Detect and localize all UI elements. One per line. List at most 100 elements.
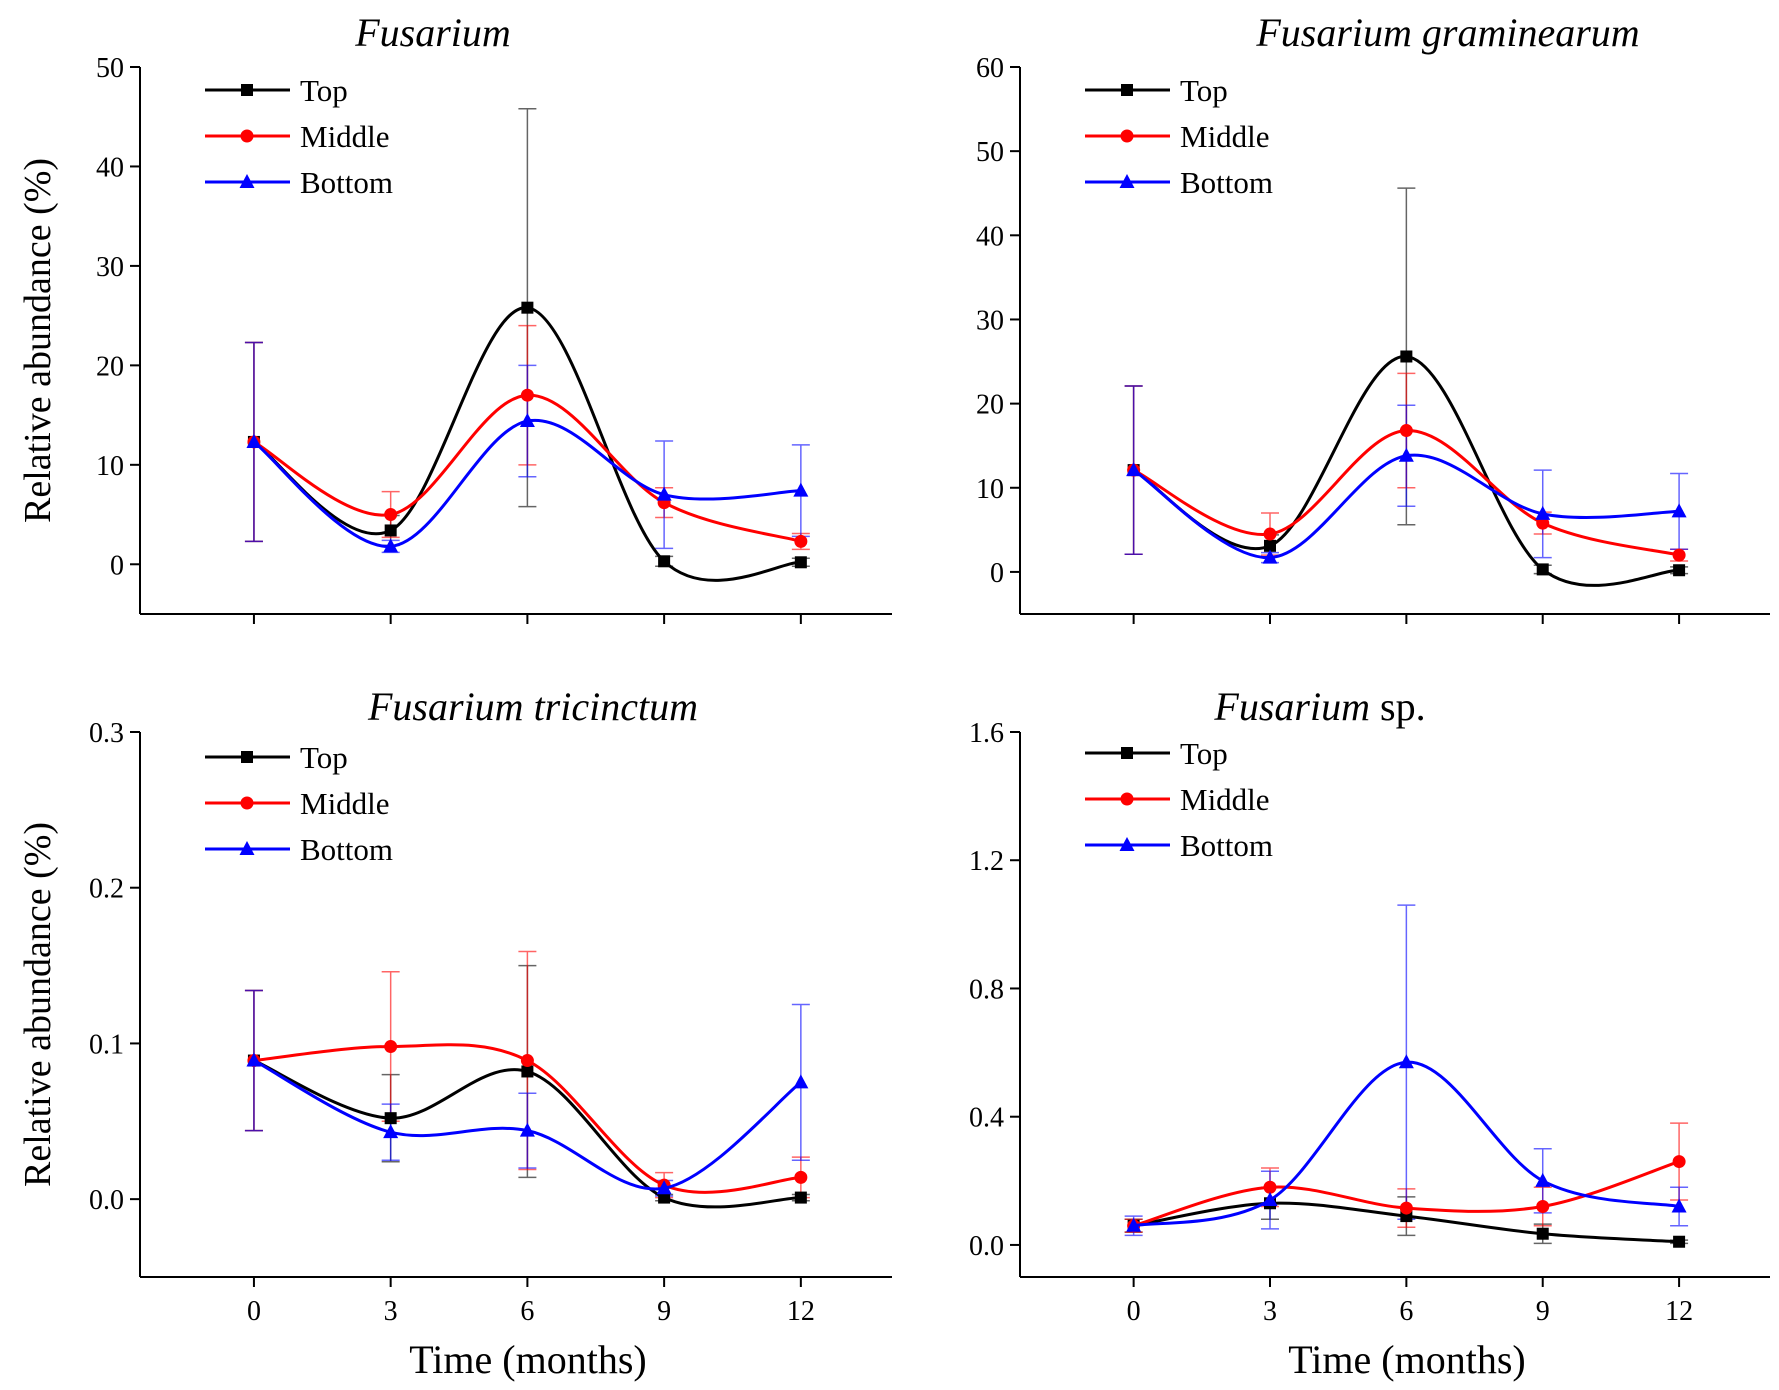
legend-marker xyxy=(1121,747,1133,759)
y-tick-label: 0.4 xyxy=(969,1103,1004,1134)
legend-item-bottom: Bottom xyxy=(205,832,393,867)
y-tick-label: 0 xyxy=(990,558,1004,589)
data-point-bottom xyxy=(1126,462,1142,477)
legend-label: Bottom xyxy=(1180,828,1273,863)
y-tick-label: 20 xyxy=(976,390,1004,421)
y-tick-label: 0.3 xyxy=(89,718,124,749)
data-point-bottom xyxy=(1262,1192,1278,1207)
chart-panel-fusarium: 0 10 20 30 40 50 Relative abundance (%) Fusariu… xyxy=(17,10,892,624)
data-point-top xyxy=(384,524,397,537)
legend-label: Top xyxy=(300,73,348,108)
legend-label: Top xyxy=(1180,736,1228,771)
y-tick-label: 0.1 xyxy=(89,1029,124,1060)
legend-item-top: Top xyxy=(1085,736,1228,771)
legend-item-middle: Middle xyxy=(1085,782,1270,817)
data-point-bottom xyxy=(1535,1172,1551,1187)
data-point-middle xyxy=(794,534,808,548)
data-point-top xyxy=(1536,563,1549,576)
x-tick-label: 3 xyxy=(384,1296,398,1327)
data-point-bottom xyxy=(519,1122,535,1137)
chart-title-italic: Fusarium xyxy=(1213,684,1370,729)
data-point-bottom xyxy=(793,1074,809,1089)
y-tick-label: 50 xyxy=(976,137,1004,168)
y-tick-label: 50 xyxy=(96,53,124,84)
data-point-bottom xyxy=(656,1180,672,1195)
legend-label: Middle xyxy=(300,786,390,821)
legend-item-middle: Middle xyxy=(205,786,390,821)
legend-marker xyxy=(1119,174,1135,188)
data-point-top xyxy=(794,1191,807,1204)
y-tick-label: 1.2 xyxy=(969,846,1004,877)
legend-marker xyxy=(1121,84,1133,96)
y-axis-title: Relative abundance (%) xyxy=(17,822,59,1187)
legend-item-bottom: Bottom xyxy=(205,165,393,200)
data-point-bottom xyxy=(1262,549,1278,564)
y-tick-label: 60 xyxy=(976,53,1004,84)
x-tick-label: 9 xyxy=(657,1296,671,1327)
data-point-bottom xyxy=(1126,1217,1142,1232)
data-point-bottom xyxy=(1398,447,1414,462)
x-tick-label: 12 xyxy=(787,1296,815,1327)
y-tick-label: 10 xyxy=(976,474,1004,505)
y-tick-label: 20 xyxy=(96,351,124,382)
data-point-middle xyxy=(1263,1180,1277,1194)
chart-title-italic: Fusarium xyxy=(354,10,511,55)
data-point-middle xyxy=(1672,1155,1686,1169)
legend-item-top: Top xyxy=(205,73,348,108)
y-tick-label: 10 xyxy=(96,451,124,482)
y-tick-label: 0.0 xyxy=(89,1185,124,1216)
data-point-top xyxy=(1536,1227,1549,1240)
chart-title: Fusarium xyxy=(354,10,511,55)
y-tick-label: 0.0 xyxy=(969,1231,1004,1262)
legend-marker xyxy=(239,174,255,188)
x-tick-label: 6 xyxy=(1399,1296,1413,1327)
legend-label: Bottom xyxy=(300,165,393,200)
x-tick-label: 12 xyxy=(1665,1296,1693,1327)
legend-item-middle: Middle xyxy=(1085,119,1270,154)
x-tick-label: 3 xyxy=(1263,1296,1277,1327)
legend-label: Bottom xyxy=(300,832,393,867)
x-axis-title: Time (months) xyxy=(409,1337,646,1382)
y-axis-title: Relative abundance (%) xyxy=(17,158,59,523)
chart-panel-fusarium-tricinctum: 0.0 0.1 0.2 0.3 0 3 6 9 12 Relative abundance (%)… xyxy=(17,684,892,1382)
data-point-top xyxy=(658,555,671,568)
chart-title-suffix: sp. xyxy=(1370,684,1426,729)
y-tick-label: 30 xyxy=(96,252,124,283)
legend-label: Top xyxy=(300,740,348,775)
data-point-top xyxy=(384,1112,397,1125)
data-point-middle xyxy=(1672,548,1686,562)
legend-item-middle: Middle xyxy=(205,119,390,154)
data-point-top xyxy=(1673,1235,1686,1248)
data-point-bottom xyxy=(1671,1198,1687,1213)
data-point-bottom xyxy=(1671,503,1687,518)
chart-panel-fusarium-sp: 0.0 0.4 0.8 1.2 1.6 0 3 6 9 12 Time (months) Fusari… xyxy=(969,684,1770,1382)
legend-label: Middle xyxy=(300,119,390,154)
legend-label: Top xyxy=(1180,73,1228,108)
legend-marker xyxy=(1120,792,1134,806)
x-tick-label: 0 xyxy=(247,1296,261,1327)
data-point-middle xyxy=(1399,1201,1413,1215)
data-point-top xyxy=(658,1191,671,1204)
data-point-bottom xyxy=(383,538,399,553)
legend-item-top: Top xyxy=(205,740,348,775)
data-point-bottom xyxy=(519,413,535,428)
data-point-bottom xyxy=(1535,505,1551,520)
data-point-top xyxy=(521,1065,534,1078)
y-tick-label: 40 xyxy=(976,221,1004,252)
data-point-bottom xyxy=(1398,1054,1414,1069)
legend-marker xyxy=(241,751,253,763)
legend-item-bottom: Bottom xyxy=(1085,828,1273,863)
legend-marker xyxy=(241,84,253,96)
data-point-middle xyxy=(384,508,398,522)
legend-label: Middle xyxy=(1180,119,1270,154)
y-tick-label: 30 xyxy=(976,305,1004,336)
y-tick-label: 1.6 xyxy=(969,718,1004,749)
data-point-bottom xyxy=(793,482,809,497)
chart-title: Fusarium tricinctum xyxy=(367,684,698,729)
chart-title-italic: Fusarium graminearum xyxy=(1255,10,1639,55)
data-point-middle xyxy=(1536,516,1550,530)
data-point-bottom xyxy=(246,1052,262,1067)
data-point-bottom xyxy=(656,486,672,501)
data-point-top xyxy=(1264,539,1276,552)
